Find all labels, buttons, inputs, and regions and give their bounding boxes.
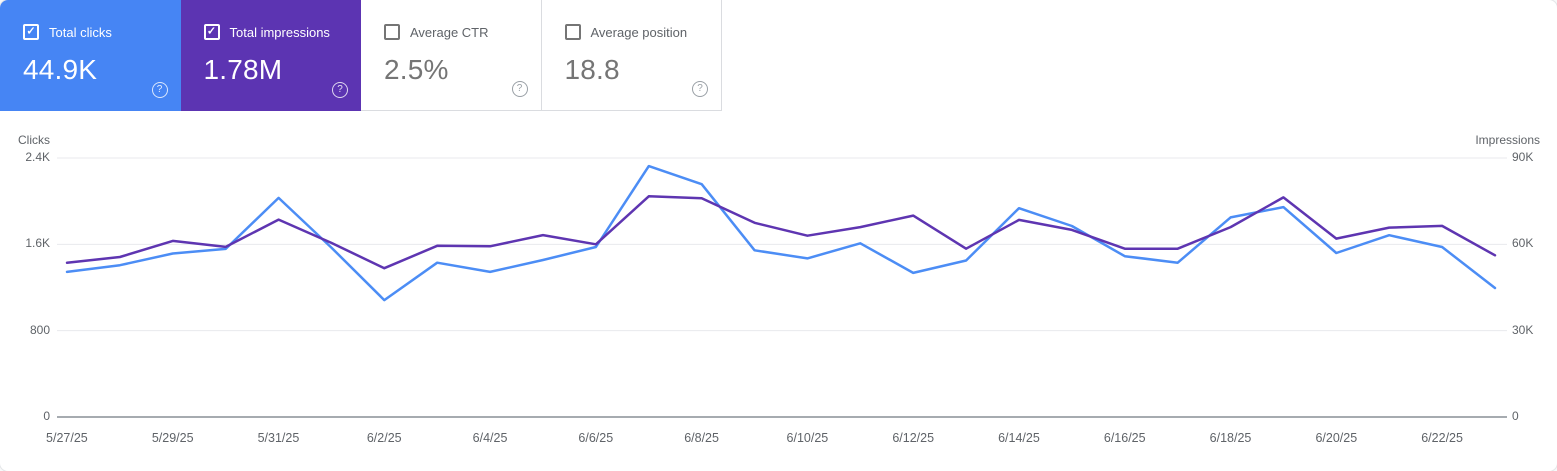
card-value: 18.8	[564, 54, 620, 85]
left-axis-tick: 1.6K	[25, 236, 50, 250]
card-average-ctr[interactable]: ✓ Average CTR 2.5% ?	[361, 0, 542, 111]
card-label: Total impressions	[229, 24, 330, 40]
x-axis-tick: 5/31/25	[257, 431, 300, 445]
card-label: Average CTR	[410, 24, 489, 40]
left-axis-tick: 2.4K	[25, 150, 50, 164]
x-axis-tick: 5/27/25	[46, 431, 88, 445]
left-axis-title: Clicks	[18, 133, 50, 147]
card-average-position[interactable]: ✓ Average position 18.8 ?	[541, 0, 722, 111]
right-axis-tick: 0	[1512, 409, 1519, 423]
card-total-impressions[interactable]: ✓ Total impressions 1.78M ?	[180, 0, 361, 111]
x-axis-tick: 6/2/25	[366, 431, 402, 445]
metric-cards-row: ✓ Total clicks 44.9K ? ✓ Total impressio…	[0, 0, 722, 111]
x-axis-tick: 5/29/25	[151, 431, 194, 445]
x-axis-tick: 6/18/25	[1209, 431, 1252, 445]
x-axis-tick: 6/6/25	[578, 431, 614, 445]
card-value: 1.78M	[203, 54, 283, 85]
left-axis-tick: 800	[29, 323, 50, 337]
average-ctr-checkbox[interactable]: ✓	[384, 24, 400, 40]
right-axis-tick: 90K	[1512, 150, 1534, 164]
series-line-clicks[interactable]	[65, 164, 1497, 302]
help-icon[interactable]: ?	[692, 81, 708, 97]
help-icon[interactable]: ?	[511, 81, 528, 97]
right-axis-tick: 60K	[1512, 236, 1534, 250]
series-line-impressions[interactable]	[65, 195, 1497, 270]
checkmark-icon: ✓	[26, 25, 36, 37]
average-position-checkbox[interactable]: ✓	[564, 24, 581, 40]
x-axis-tick: 6/14/25	[998, 431, 1040, 445]
help-icon[interactable]: ?	[151, 82, 168, 98]
left-axis-tick: 0	[43, 409, 50, 423]
x-axis-tick: 6/16/25	[1103, 431, 1146, 445]
x-axis-tick: 6/4/25	[472, 431, 508, 445]
card-value: 2.5%	[384, 54, 449, 85]
x-axis-tick: 6/20/25	[1315, 431, 1358, 445]
total-clicks-checkbox[interactable]: ✓	[23, 24, 39, 40]
help-icon[interactable]: ?	[332, 82, 348, 98]
x-axis-tick: 6/10/25	[786, 431, 829, 445]
card-value: 44.9K	[23, 54, 98, 85]
card-label: Total clicks	[49, 24, 112, 40]
right-axis-tick: 30K	[1512, 323, 1534, 337]
x-axis-tick: 6/8/25	[684, 431, 719, 445]
right-axis-title: Impressions	[1475, 133, 1540, 147]
x-axis-tick: 6/12/25	[892, 431, 935, 445]
total-impressions-checkbox[interactable]: ✓	[203, 24, 220, 40]
card-label: Average position	[590, 24, 688, 40]
x-axis-labels: 5/27/25 5/29/25 5/31/25 6/2/25 6/4/25 6/…	[14, 431, 1495, 445]
x-axis-tick: 6/22/25	[1421, 431, 1463, 445]
checkmark-icon: ✓	[206, 25, 217, 37]
card-total-clicks[interactable]: ✓ Total clicks 44.9K ?	[0, 0, 181, 111]
